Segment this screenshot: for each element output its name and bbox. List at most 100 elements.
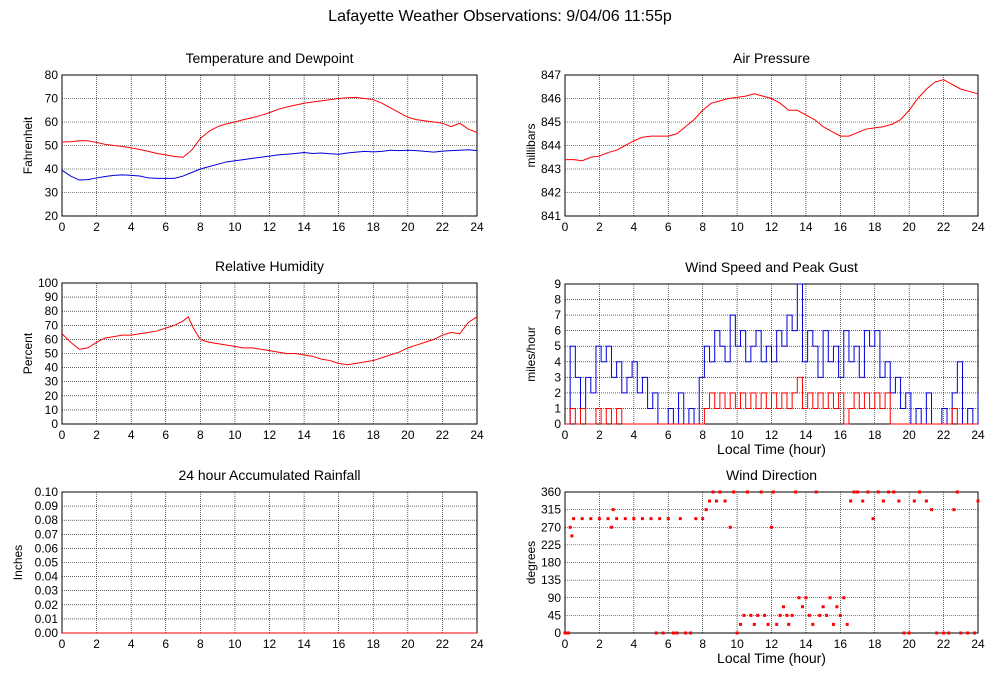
- direction-ytick-label: 180: [541, 556, 561, 570]
- rain-ytick-label: 0.00: [35, 626, 59, 640]
- direction-xtick-label: 24: [971, 637, 985, 651]
- direction-xtick-label: 0: [562, 637, 569, 651]
- wind-series-line-1: [565, 376, 978, 425]
- temp-title: Temperature and Dewpoint: [185, 50, 353, 66]
- temp-xtick-label: 24: [470, 220, 484, 234]
- direction-point: [623, 517, 627, 521]
- humidity-xtick-label: 4: [128, 428, 135, 442]
- direction-xlabel: Local Time (hour): [717, 650, 826, 666]
- direction-point: [942, 631, 946, 635]
- temp-frame: [61, 74, 478, 217]
- wind-frame: [564, 283, 979, 425]
- wind-xtick-label: 24: [971, 428, 985, 442]
- pressure-ytick-label: 844: [541, 139, 561, 153]
- pressure-xtick-label: 22: [937, 220, 951, 234]
- direction-xtick-label: 18: [868, 637, 882, 651]
- wind-ytick-label: 9: [554, 277, 561, 291]
- direction-point: [654, 631, 658, 635]
- direction-point: [907, 631, 911, 635]
- humidity-series-line-0: [61, 316, 478, 366]
- direction-point: [821, 605, 825, 609]
- direction-point: [856, 490, 860, 494]
- rain-xtick-label: 16: [332, 637, 346, 651]
- temp-ytick-label: 50: [45, 139, 59, 153]
- direction-point: [782, 605, 786, 609]
- humidity-xtick-label: 10: [228, 428, 242, 442]
- direction-xtick-label: 8: [699, 637, 706, 651]
- direction-point: [814, 490, 818, 494]
- direction-point: [701, 517, 705, 521]
- humidity-ytick-label: 10: [45, 403, 59, 417]
- pressure-series-line-0: [565, 79, 979, 162]
- direction-point: [580, 517, 584, 521]
- wind-xtick-label: 0: [562, 428, 569, 442]
- humidity-ylabel: Percent: [21, 332, 35, 374]
- direction-point: [649, 517, 653, 521]
- direction-xtick-label: 22: [937, 637, 951, 651]
- wind-ytick-label: 2: [554, 386, 561, 400]
- direction-xtick-label: 4: [630, 637, 637, 651]
- rain-ytick-label: 0.01: [35, 612, 59, 626]
- direction-point: [930, 508, 934, 512]
- temp-xtick-label: 0: [59, 220, 66, 234]
- temp-xtick-label: 6: [162, 220, 169, 234]
- rain-ytick-label: 0.02: [35, 598, 59, 612]
- pressure-ytick-label: 842: [541, 186, 561, 200]
- direction-point: [678, 517, 682, 521]
- temp-ytick-label: 30: [45, 186, 59, 200]
- humidity-xtick-label: 24: [470, 428, 484, 442]
- rain-xtick-label: 14: [297, 637, 311, 651]
- temp-ytick-label: 70: [45, 92, 59, 106]
- direction-point: [611, 508, 615, 512]
- direction-point: [881, 499, 885, 503]
- rain-xtick-label: 6: [162, 637, 169, 651]
- pressure-xtick-label: 8: [699, 220, 706, 234]
- humidity-xtick-label: 18: [367, 428, 381, 442]
- direction-point: [876, 490, 880, 494]
- direction-point: [597, 517, 601, 521]
- pressure-ytick-label: 843: [541, 162, 561, 176]
- rain-xtick-label: 2: [93, 637, 100, 651]
- wind-ytick-label: 1: [554, 401, 561, 415]
- rain-ytick-label: 0.04: [35, 570, 59, 584]
- rain-title: 24 hour Accumulated Rainfall: [178, 467, 360, 483]
- pressure-ytick-label: 846: [541, 92, 561, 106]
- direction-point: [565, 631, 569, 635]
- direction-point: [752, 622, 756, 626]
- humidity-ytick-label: 60: [45, 332, 59, 346]
- direction-point: [861, 499, 865, 503]
- pressure-xtick-label: 6: [665, 220, 672, 234]
- temp-xtick-label: 4: [128, 220, 135, 234]
- pressure-xtick-label: 20: [902, 220, 916, 234]
- pressure-ytick-label: 845: [541, 115, 561, 129]
- wind-ytick-label: 0: [554, 417, 561, 431]
- direction-point: [825, 613, 829, 617]
- direction-point: [572, 517, 576, 521]
- direction-point: [902, 631, 906, 635]
- direction-point: [800, 605, 804, 609]
- rain-xtick-label: 12: [263, 637, 277, 651]
- rain-xtick-label: 8: [197, 637, 204, 651]
- temp-ytick-label: 20: [45, 209, 59, 223]
- direction-point: [818, 613, 822, 617]
- pressure-xtick-label: 16: [834, 220, 848, 234]
- direction-point: [866, 490, 870, 494]
- direction-point: [842, 596, 846, 600]
- rain-ytick-label: 0.05: [35, 556, 59, 570]
- rain-ytick-label: 0.03: [35, 584, 59, 598]
- wind-xtick-label: 10: [730, 428, 744, 442]
- wind-xtick-label: 14: [799, 428, 813, 442]
- direction-point: [811, 622, 815, 626]
- pressure-xtick-label: 10: [730, 220, 744, 234]
- direction-point: [671, 631, 675, 635]
- direction-point: [787, 622, 791, 626]
- pressure-xtick-label: 14: [799, 220, 813, 234]
- humidity-xtick-label: 2: [93, 428, 100, 442]
- direction-point: [609, 525, 613, 529]
- wind-xtick-label: 8: [699, 428, 706, 442]
- direction-xtick-label: 16: [834, 637, 848, 651]
- temp-series-line-1: [61, 149, 478, 181]
- rain-xtick-label: 18: [367, 637, 381, 651]
